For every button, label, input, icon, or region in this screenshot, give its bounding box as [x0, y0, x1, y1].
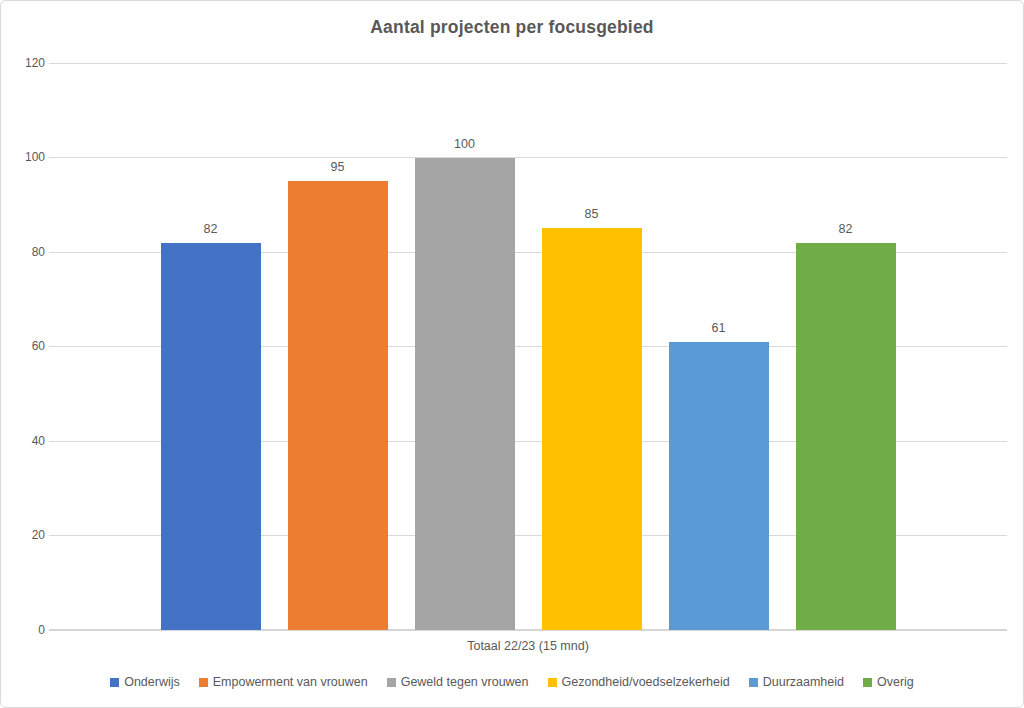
y-axis-tick-label: 100	[1, 150, 45, 165]
bar-group: 85	[542, 207, 642, 630]
legend-item-geweld-tegen-vrouwen: Geweld tegen vrouwen	[387, 675, 529, 690]
chart-frame: Aantal projecten per focusgebied 0 20 40 60…	[0, 0, 1024, 708]
bar-value-label: 100	[454, 137, 475, 152]
bar-group: 82	[161, 222, 261, 630]
legend-item-empowerment-van-vrouwen: Empowerment van vrouwen	[199, 675, 368, 690]
legend-swatch-icon	[199, 678, 208, 687]
legend-label: Duurzaamheid	[763, 675, 844, 690]
y-axis-tick-label: 40	[1, 434, 45, 449]
bar-geweld-tegen-vrouwen	[415, 158, 515, 631]
bar-gezondheid-voedselzekerheid	[542, 228, 642, 630]
bar-value-label: 61	[712, 321, 726, 336]
y-axis-tick-labels: 0 20 40 60 80 100 120	[1, 1, 45, 707]
legend-swatch-icon	[863, 678, 872, 687]
y-axis-tick-label: 60	[1, 339, 45, 354]
bar-empowerment-van-vrouwen	[288, 181, 388, 630]
legend-swatch-icon	[548, 678, 557, 687]
bars-row: 82 95 100 85 61 82	[49, 137, 1007, 631]
bar-group: 82	[796, 222, 896, 630]
chart-title: Aantal projecten per focusgebied	[1, 17, 1023, 38]
legend-swatch-icon	[387, 678, 396, 687]
bar-overig	[796, 243, 896, 630]
bar-value-label: 82	[839, 222, 853, 237]
legend-item-duurzaamheid: Duurzaamheid	[749, 675, 844, 690]
legend-label: Overig	[877, 675, 914, 690]
legend-item-onderwijs: Onderwijs	[110, 675, 180, 690]
bar-value-label: 85	[585, 207, 599, 222]
legend-label: Gezondheid/voedselzekerheid	[562, 675, 730, 690]
chart-legend: Onderwijs Empowerment van vrouwen Geweld t…	[1, 675, 1023, 690]
legend-item-overig: Overig	[863, 675, 914, 690]
bar-value-label: 95	[331, 160, 345, 175]
bar-duurzaamheid	[669, 342, 769, 630]
bar-value-label: 82	[204, 222, 218, 237]
x-axis-category-label: Totaal 22/23 (15 mnd)	[49, 639, 1007, 653]
legend-swatch-icon	[749, 678, 758, 687]
legend-item-gezondheid-voedselzekerheid: Gezondheid/voedselzekerheid	[548, 675, 730, 690]
y-axis-tick-label: 0	[1, 623, 45, 638]
legend-label: Empowerment van vrouwen	[213, 675, 368, 690]
bar-onderwijs	[161, 243, 261, 630]
bar-group: 95	[288, 160, 388, 630]
gridline-y-120	[49, 63, 1007, 64]
y-axis-tick-label: 20	[1, 528, 45, 543]
bar-group: 61	[669, 321, 769, 630]
y-axis-tick-label: 120	[1, 56, 45, 71]
bar-group: 100	[415, 137, 515, 631]
legend-swatch-icon	[110, 678, 119, 687]
y-axis-tick-label: 80	[1, 245, 45, 260]
plot-area: 82 95 100 85 61 82	[49, 63, 1007, 630]
legend-label: Onderwijs	[124, 675, 180, 690]
legend-label: Geweld tegen vrouwen	[401, 675, 529, 690]
